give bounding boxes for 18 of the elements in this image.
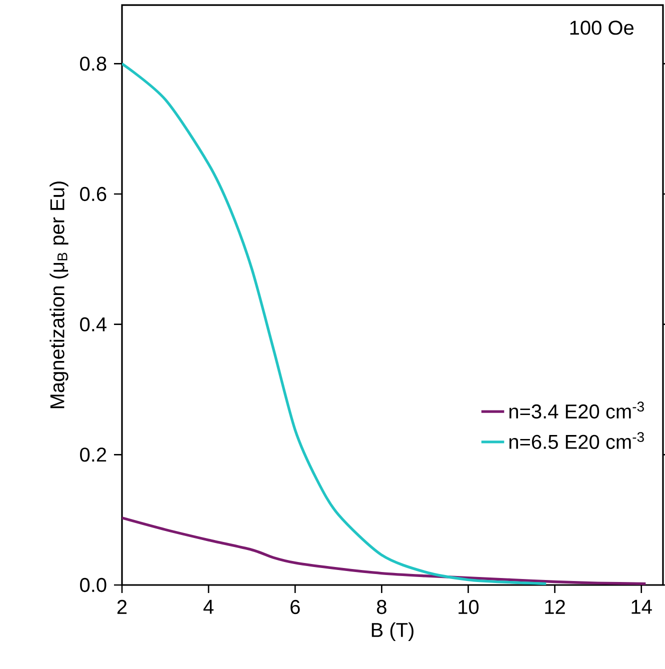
x-tick-label: 2 — [117, 600, 127, 614]
y-axis-title: Magnetization (μ$_{B}$ per Eu) — [50, 182, 68, 408]
y-tick-label: 0.4 — [80, 317, 106, 332]
line-series — [122, 516, 648, 585]
legend-label: n=3.4 E20 cm$^{-3}$ — [509, 402, 644, 419]
x-tick-label: 10 — [458, 600, 479, 614]
x-tick-label: 8 — [376, 600, 386, 614]
x-axis-title: B (T) — [372, 622, 414, 641]
annotation: 100 Oe — [570, 20, 634, 35]
x-tick-label: 14 — [632, 600, 652, 614]
y-tick-label: 0.0 — [80, 578, 106, 592]
x-tick-label: 12 — [545, 600, 565, 614]
y-tick-label: 0.8 — [80, 56, 106, 71]
y-tick-label: 0.2 — [80, 448, 106, 462]
legend-label: n=6.5 E20 cm$^{-3}$ — [509, 432, 644, 449]
x-tick-label: 6 — [290, 600, 300, 614]
x-tick-label: 4 — [203, 600, 214, 614]
y-tick-label: 0.6 — [80, 186, 106, 202]
